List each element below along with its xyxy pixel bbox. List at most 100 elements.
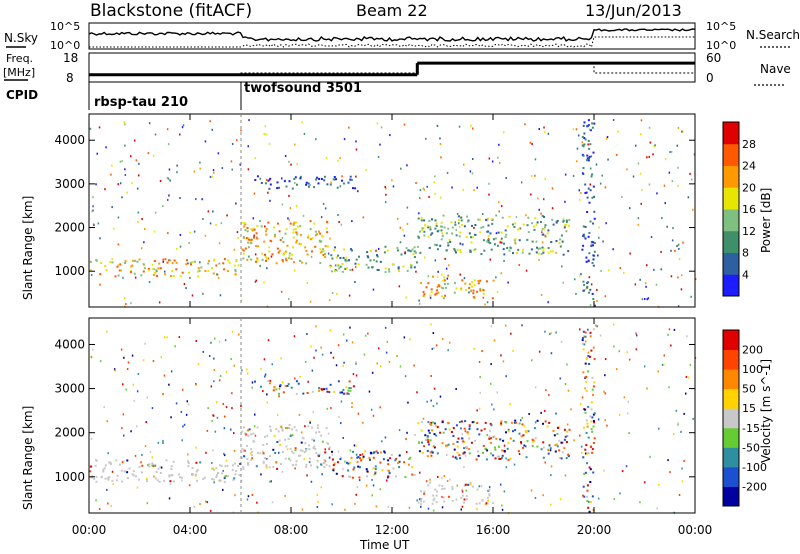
range-gate-cell <box>190 263 192 266</box>
range-gate-cell <box>518 432 521 435</box>
range-gate-cell <box>335 472 338 475</box>
range-gate-cell <box>433 387 436 390</box>
range-gate-cell <box>169 480 172 483</box>
range-gate-cell <box>145 421 147 423</box>
range-gate-cell <box>384 186 386 188</box>
range-gate-cell <box>476 488 479 491</box>
range-gate-cell <box>267 379 270 382</box>
range-gate-cell <box>308 444 310 447</box>
range-gate-cell <box>152 274 155 276</box>
range-gate-cell <box>405 247 408 250</box>
range-gate-cell <box>157 467 160 470</box>
range-gate-cell <box>463 225 466 228</box>
range-gate-cell <box>281 203 284 206</box>
range-gate-cell <box>156 275 159 277</box>
range-gate-cell <box>447 244 450 247</box>
range-gate-cell <box>137 211 140 214</box>
range-gate-cell <box>117 274 120 277</box>
range-gate-cell <box>305 183 308 186</box>
range-gate-cell <box>553 434 556 437</box>
range-gate-cell <box>427 507 430 510</box>
range-gate-cell <box>107 502 109 505</box>
range-gate-cell <box>298 454 300 457</box>
range-gate-cell <box>104 464 107 467</box>
range-gate-cell <box>124 144 126 147</box>
range-gate-cell <box>362 455 365 458</box>
range-gate-cell <box>558 449 561 452</box>
range-gate-cell <box>289 459 292 462</box>
range-gate-cell <box>586 196 589 199</box>
range-gate-cell <box>324 448 326 451</box>
range-gate-cell <box>344 260 347 263</box>
range-gate-cell <box>256 236 258 239</box>
range-gate-cell <box>492 454 495 457</box>
range-gate-cell <box>402 228 404 231</box>
range-gate-cell <box>429 296 432 299</box>
range-gate-cell <box>432 509 435 512</box>
range-gate-cell <box>387 459 390 462</box>
range-gate-cell <box>291 434 294 437</box>
range-gate-cell <box>602 240 604 243</box>
range-gate-cell <box>247 462 249 464</box>
range-gate-cell <box>617 130 619 133</box>
range-gate-cell <box>195 470 198 473</box>
range-gate-cell <box>590 155 593 158</box>
range-gate-cell <box>351 220 353 223</box>
range-gate-cell <box>330 407 332 409</box>
range-gate-cell <box>309 421 311 424</box>
range-gate-cell <box>428 246 431 249</box>
range-gate-cell <box>490 325 493 328</box>
range-gate-cell <box>398 460 401 463</box>
range-gate-cell <box>105 146 107 149</box>
range-gate-cell <box>136 486 139 489</box>
range-gate-cell <box>420 216 423 219</box>
range-gate-cell <box>446 444 449 447</box>
range-gate-cell <box>618 413 621 416</box>
range-gate-cell <box>120 348 123 351</box>
range-gate-cell <box>512 349 514 352</box>
range-gate-cell <box>525 456 528 459</box>
range-gate-cell <box>692 417 694 420</box>
range-gate-cell <box>589 468 592 471</box>
range-gate-cell <box>309 464 312 467</box>
range-gate-cell <box>482 213 484 216</box>
range-gate-cell <box>499 438 502 441</box>
range-gate-cell <box>212 449 214 452</box>
range-gate-cell <box>296 239 298 242</box>
range-gate-cell <box>488 489 491 492</box>
range-gate-cell <box>179 133 181 136</box>
range-gate-cell <box>285 258 287 260</box>
range-gate-cell <box>439 137 441 140</box>
range-gate-cell <box>349 326 351 329</box>
range-gate-cell <box>563 224 566 227</box>
range-gate-cell <box>242 467 245 470</box>
range-gate-cell <box>503 242 505 245</box>
range-gate-cell <box>565 441 568 443</box>
range-gate-cell <box>587 259 590 262</box>
range-gate-cell <box>264 253 266 256</box>
range-gate-cell <box>119 160 122 163</box>
range-gate-cell <box>388 472 391 475</box>
range-gate-cell <box>588 157 590 160</box>
range-gate-cell <box>314 230 317 233</box>
range-gate-cell <box>90 465 93 468</box>
range-gate-cell <box>678 247 680 250</box>
range-gate-cell <box>540 294 543 296</box>
range-gate-cell <box>593 437 596 440</box>
range-gate-cell <box>344 508 346 511</box>
range-gate-cell <box>550 474 552 477</box>
range-gate-cell <box>510 421 513 424</box>
range-gate-cell <box>429 451 432 454</box>
range-gate-cell <box>476 290 479 293</box>
range-gate-cell <box>585 357 588 359</box>
range-gate-cell <box>592 394 595 396</box>
range-gate-cell <box>373 473 376 476</box>
range-gate-cell <box>292 452 295 455</box>
range-gate-cell <box>213 481 215 484</box>
range-gate-cell <box>472 249 475 251</box>
range-gate-cell <box>479 279 482 282</box>
range-gate-cell <box>288 219 291 222</box>
range-gate-cell <box>341 179 343 182</box>
range-gate-cell <box>635 348 638 351</box>
range-gate-cell <box>233 364 235 367</box>
